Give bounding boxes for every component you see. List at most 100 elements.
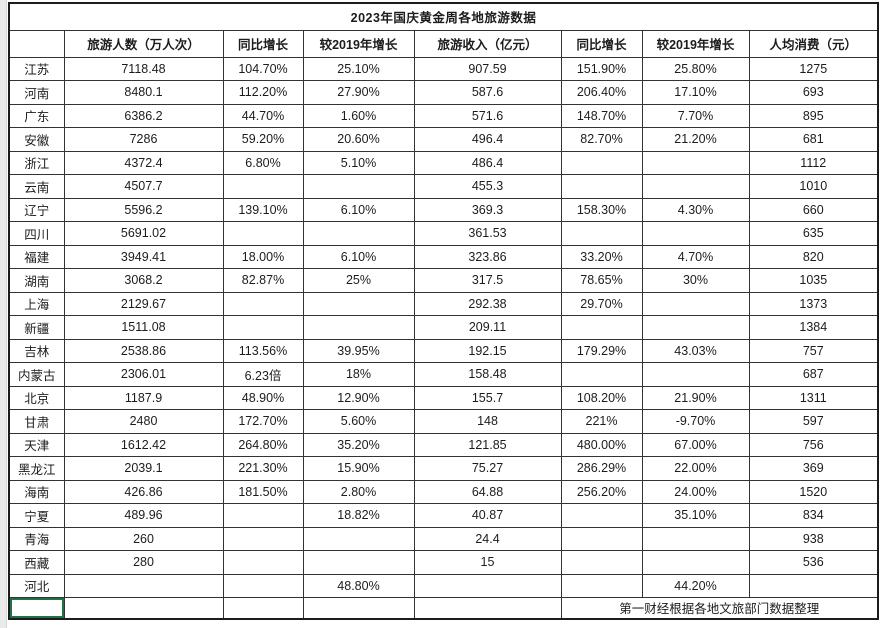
data-cell[interactable]: 221%	[560, 409, 643, 434]
province-cell[interactable]: 黑龙江	[8, 456, 65, 481]
data-cell[interactable]: 1187.9	[63, 385, 224, 410]
data-cell[interactable]: 29.70%	[560, 291, 643, 316]
data-cell[interactable]: 3949.41	[63, 244, 224, 269]
data-cell[interactable]	[641, 174, 750, 199]
empty-cell[interactable]	[413, 597, 562, 619]
data-cell[interactable]: 206.40%	[560, 80, 643, 105]
data-cell[interactable]: 6.80%	[222, 150, 304, 175]
province-cell[interactable]: 北京	[8, 385, 65, 410]
data-cell[interactable]: 2306.01	[63, 362, 224, 387]
province-cell[interactable]: 河南	[8, 80, 65, 105]
data-cell[interactable]: 15.90%	[302, 456, 415, 481]
data-cell[interactable]	[302, 550, 415, 575]
data-cell[interactable]: 2538.86	[63, 338, 224, 363]
data-cell[interactable]: 369	[748, 456, 879, 481]
data-cell[interactable]: 635	[748, 221, 879, 246]
data-cell[interactable]: 5691.02	[63, 221, 224, 246]
data-cell[interactable]: 2129.67	[63, 291, 224, 316]
province-cell[interactable]: 广东	[8, 103, 65, 128]
data-cell[interactable]: 21.90%	[641, 385, 750, 410]
data-cell[interactable]: 2.80%	[302, 479, 415, 504]
data-cell[interactable]	[560, 174, 643, 199]
data-cell[interactable]: 179.29%	[560, 338, 643, 363]
data-cell[interactable]	[413, 573, 562, 598]
data-cell[interactable]: 587.6	[413, 80, 562, 105]
column-header-yoy-growth-revenue[interactable]: 同比增长	[560, 29, 643, 58]
province-cell[interactable]: 安徽	[8, 127, 65, 152]
empty-cell[interactable]	[302, 597, 415, 619]
data-cell[interactable]	[222, 174, 304, 199]
data-cell[interactable]	[302, 526, 415, 551]
data-cell[interactable]: 113.56%	[222, 338, 304, 363]
data-cell[interactable]: 4.30%	[641, 197, 750, 222]
data-cell[interactable]: 104.70%	[222, 56, 304, 81]
data-cell[interactable]: 148	[413, 409, 562, 434]
data-cell[interactable]	[560, 221, 643, 246]
data-cell[interactable]	[641, 526, 750, 551]
data-cell[interactable]: 7286	[63, 127, 224, 152]
data-cell[interactable]	[63, 573, 224, 598]
data-cell[interactable]: 1275	[748, 56, 879, 81]
data-cell[interactable]: 33.20%	[560, 244, 643, 269]
data-cell[interactable]: 48.90%	[222, 385, 304, 410]
data-cell[interactable]	[641, 150, 750, 175]
data-cell[interactable]: 834	[748, 503, 879, 528]
data-cell[interactable]: 24.4	[413, 526, 562, 551]
data-cell[interactable]	[641, 221, 750, 246]
data-cell[interactable]: 1384	[748, 315, 879, 340]
province-cell[interactable]: 甘肃	[8, 409, 65, 434]
data-cell[interactable]	[560, 315, 643, 340]
province-cell[interactable]: 吉林	[8, 338, 65, 363]
data-cell[interactable]: 317.5	[413, 268, 562, 293]
data-cell[interactable]	[222, 221, 304, 246]
data-cell[interactable]: 426.86	[63, 479, 224, 504]
data-cell[interactable]: 4507.7	[63, 174, 224, 199]
data-cell[interactable]: 6.23倍	[222, 362, 304, 387]
data-cell[interactable]: 48.80%	[302, 573, 415, 598]
data-cell[interactable]: 1511.08	[63, 315, 224, 340]
active-cell[interactable]	[8, 597, 65, 619]
data-cell[interactable]: 155.7	[413, 385, 562, 410]
data-cell[interactable]: 2039.1	[63, 456, 224, 481]
data-cell[interactable]: 486.4	[413, 150, 562, 175]
data-cell[interactable]: 40.87	[413, 503, 562, 528]
data-cell[interactable]: 221.30%	[222, 456, 304, 481]
column-header-revenue[interactable]: 旅游收入（亿元）	[413, 29, 562, 58]
province-cell[interactable]: 福建	[8, 244, 65, 269]
province-cell[interactable]: 四川	[8, 221, 65, 246]
data-cell[interactable]: 687	[748, 362, 879, 387]
data-cell[interactable]	[641, 362, 750, 387]
data-cell[interactable]: 5596.2	[63, 197, 224, 222]
data-cell[interactable]: 4.70%	[641, 244, 750, 269]
province-cell[interactable]: 江苏	[8, 56, 65, 81]
empty-cell[interactable]	[63, 597, 224, 619]
province-cell[interactable]: 上海	[8, 291, 65, 316]
column-header-yoy-growth-visitors[interactable]: 同比增长	[222, 29, 304, 58]
data-cell[interactable]	[560, 526, 643, 551]
data-cell[interactable]: 158.30%	[560, 197, 643, 222]
data-cell[interactable]	[222, 526, 304, 551]
data-cell[interactable]: 158.48	[413, 362, 562, 387]
data-cell[interactable]: 895	[748, 103, 879, 128]
data-cell[interactable]: 1112	[748, 150, 879, 175]
data-cell[interactable]: 5.60%	[302, 409, 415, 434]
data-cell[interactable]: 820	[748, 244, 879, 269]
data-cell[interactable]: 2480	[63, 409, 224, 434]
province-cell[interactable]: 青海	[8, 526, 65, 551]
data-cell[interactable]: 6.10%	[302, 197, 415, 222]
data-cell[interactable]: 44.70%	[222, 103, 304, 128]
data-cell[interactable]: 18.00%	[222, 244, 304, 269]
province-cell[interactable]: 内蒙古	[8, 362, 65, 387]
data-cell[interactable]: 25%	[302, 268, 415, 293]
empty-cell[interactable]	[222, 597, 304, 619]
data-cell[interactable]: 571.6	[413, 103, 562, 128]
data-cell[interactable]: 27.90%	[302, 80, 415, 105]
province-cell[interactable]: 新疆	[8, 315, 65, 340]
data-cell[interactable]: 256.20%	[560, 479, 643, 504]
data-cell[interactable]: 30%	[641, 268, 750, 293]
data-cell[interactable]: 6386.2	[63, 103, 224, 128]
data-cell[interactable]: 1035	[748, 268, 879, 293]
data-cell[interactable]: 1010	[748, 174, 879, 199]
data-cell[interactable]	[560, 362, 643, 387]
data-cell[interactable]: -9.70%	[641, 409, 750, 434]
